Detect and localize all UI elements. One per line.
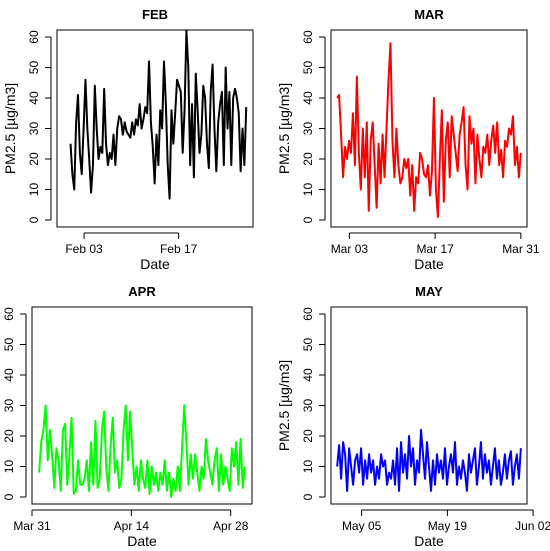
y-tick-label: 40 [2, 368, 16, 382]
panel-title: APR [128, 284, 156, 299]
panel-title: MAR [414, 7, 444, 22]
plot-frame [330, 29, 528, 228]
y-tick-label: 30 [2, 399, 16, 413]
y-tick-label: 0 [301, 493, 315, 500]
x-tick-label: Apr 28 [213, 519, 249, 533]
x-axis-label: Date [127, 533, 157, 549]
y-tick-label: 0 [27, 216, 41, 223]
x-tick-label: May 19 [428, 519, 468, 533]
y-tick-label: 40 [27, 91, 41, 105]
y-tick-label: 20 [301, 152, 315, 166]
x-tick-label: Mar 03 [331, 242, 369, 256]
y-tick-label: 50 [301, 338, 315, 352]
y-tick-label: 30 [301, 122, 315, 136]
y-tick-label: 10 [2, 460, 16, 474]
y-tick-label: 10 [301, 460, 315, 474]
y-tick-label: 20 [27, 152, 41, 166]
x-axis-label: Date [414, 256, 444, 272]
x-tick-label: Feb 17 [160, 242, 198, 256]
plot-frame [56, 29, 254, 228]
y-tick-label: 20 [2, 429, 16, 443]
y-tick-label: 50 [2, 338, 16, 352]
x-tick-label: Jun 02 [515, 519, 550, 533]
y-tick-label: 50 [27, 61, 41, 75]
y-tick-label: 50 [301, 61, 315, 75]
y-axis-label: PM2.5 [µg/m3] [276, 83, 292, 174]
x-axis-label: Date [140, 256, 170, 272]
y-tick-label: 10 [301, 183, 315, 197]
y-tick-label: 30 [27, 122, 41, 136]
x-tick-label: Mar 17 [416, 242, 454, 256]
panel-may: MAY 0 10 20 30 40 50 60 PM2.5 [µg/m3] May 05 May 1… [276, 284, 550, 549]
y-axis-label: PM2.5 [µg/m3] [276, 360, 292, 451]
x-tick-label: Mar 31 [13, 519, 51, 533]
y-tick-label: 0 [301, 216, 315, 223]
series-line [336, 42, 522, 218]
y-tick-label: 20 [301, 429, 315, 443]
plot-frame [330, 306, 528, 505]
x-tick-label: Mar 31 [502, 242, 540, 256]
panel-mar: MAR 0 10 20 30 40 50 60 PM2.5 [µg/m3] Mar 03 Mar 1… [276, 7, 540, 272]
x-tick-label: Feb 03 [65, 242, 103, 256]
series-line [69, 29, 248, 200]
y-tick-label: 60 [27, 30, 41, 44]
y-tick-label: 40 [301, 368, 315, 382]
x-tick-label: May 05 [342, 519, 382, 533]
y-tick-label: 60 [301, 30, 315, 44]
y-tick-label: 0 [2, 493, 16, 500]
panel-title: FEB [142, 7, 168, 22]
y-tick-label: 10 [27, 183, 41, 197]
panel-feb: FEB 0 10 20 30 40 50 60 PM2.5 [µg/m3] Feb 03 Feb 1… [2, 7, 254, 272]
y-tick-label: 40 [301, 91, 315, 105]
chart-panels: FEB 0 10 20 30 40 50 60 PM2.5 [µg/m3] Feb 03 Feb 1… [2, 7, 550, 549]
y-axis-label: PM2.5 [µg/m3] [2, 83, 18, 174]
y-tick-label: 30 [301, 399, 315, 413]
x-axis-label: Date [414, 533, 444, 549]
series-line [38, 404, 246, 498]
series-line [336, 428, 522, 492]
y-tick-label: 60 [2, 307, 16, 321]
panel-title: MAY [415, 284, 443, 299]
plot-frame [31, 306, 253, 505]
y-tick-label: 60 [301, 307, 315, 321]
x-tick-label: Apr 14 [114, 519, 150, 533]
